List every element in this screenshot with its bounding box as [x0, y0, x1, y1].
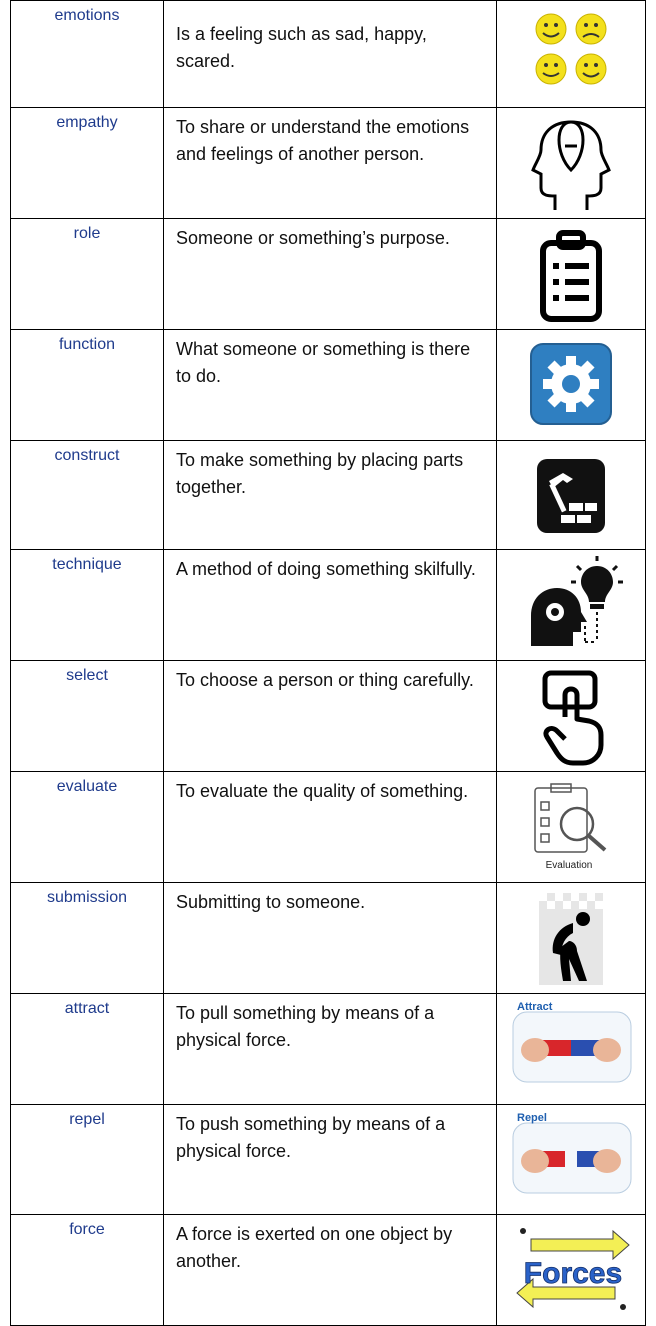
table-row: submission Submitting to someone. [10, 882, 646, 994]
table-row: attract To pull something by means of a p… [10, 993, 646, 1105]
icon-cell: Attract [497, 994, 646, 1105]
icon-cell [497, 661, 646, 772]
term: emotions [10, 1, 164, 108]
table-row: empathy To share or understand the emotio… [10, 107, 646, 219]
table-row: construct To make something by placing pa… [10, 440, 646, 550]
definition: To evaluate the quality of something. [164, 772, 497, 883]
table-row: role Someone or something’s purpose. [10, 218, 646, 330]
definition: To pull something by means of a physical… [164, 994, 497, 1105]
term: empathy [10, 108, 164, 219]
icon [531, 556, 623, 646]
definition: A method of doing something skilfully. [164, 550, 497, 661]
table-row: repel To push something by means of a phy… [10, 1104, 646, 1215]
icon [540, 230, 602, 322]
term: function [10, 330, 164, 441]
icon: Forces [516, 1228, 630, 1310]
term: attract [10, 994, 164, 1105]
icon: Evaluation [534, 783, 607, 871]
definition: Someone or something’s purpose. [164, 219, 497, 330]
icon-cell [497, 441, 646, 550]
definition: To make something by placing parts toget… [164, 441, 497, 550]
term: evaluate [10, 772, 164, 883]
definition: Is a feeling such as sad, happy, scared. [164, 1, 497, 108]
table-row: technique A method of doing something ski… [10, 549, 646, 661]
icon-cell [497, 330, 646, 441]
icon [537, 459, 605, 533]
table-row: function What someone or something is the… [10, 329, 646, 441]
icon [539, 893, 603, 985]
icon-label: Evaluation [546, 860, 593, 871]
icon-cell [497, 108, 646, 219]
icon-cell: Forces [497, 1215, 646, 1325]
definition: To push something by means of a physical… [164, 1105, 497, 1215]
term: select [10, 661, 164, 772]
table-row: emotions Is a feeling such as sad, happy,… [10, 0, 646, 108]
table-row: force A force is exerted on one object by… [10, 1214, 646, 1326]
icon-cell: Evaluation [497, 772, 646, 883]
definition: What someone or something is there to do… [164, 330, 497, 441]
table-row: select To choose a person or thing carefu… [10, 660, 646, 772]
icon-label: Forces [524, 1257, 622, 1290]
icon-cell [497, 883, 646, 994]
icon [531, 120, 611, 210]
icon-cell [497, 550, 646, 661]
definition: A force is exerted on one object by anot… [164, 1215, 497, 1325]
term: submission [10, 883, 164, 994]
icon [535, 13, 607, 85]
icon-label: Repel [517, 1112, 547, 1124]
icon: Attract [512, 1001, 632, 1083]
icon-label: Attract [517, 1001, 553, 1013]
term: construct [10, 441, 164, 550]
icon [530, 343, 612, 425]
icon-cell [497, 219, 646, 330]
term: technique [10, 550, 164, 661]
icon-cell [497, 1, 646, 108]
term: repel [10, 1105, 164, 1215]
icon [542, 670, 604, 766]
icon-cell: Repel [497, 1105, 646, 1215]
definition: To choose a person or thing carefully. [164, 661, 497, 772]
term: force [10, 1215, 164, 1325]
icon: Repel [512, 1112, 632, 1194]
term: role [10, 219, 164, 330]
definition: To share or understand the emotions and … [164, 108, 497, 219]
table-row: evaluate To evaluate the quality of somet… [10, 771, 646, 883]
definition: Submitting to someone. [164, 883, 497, 994]
